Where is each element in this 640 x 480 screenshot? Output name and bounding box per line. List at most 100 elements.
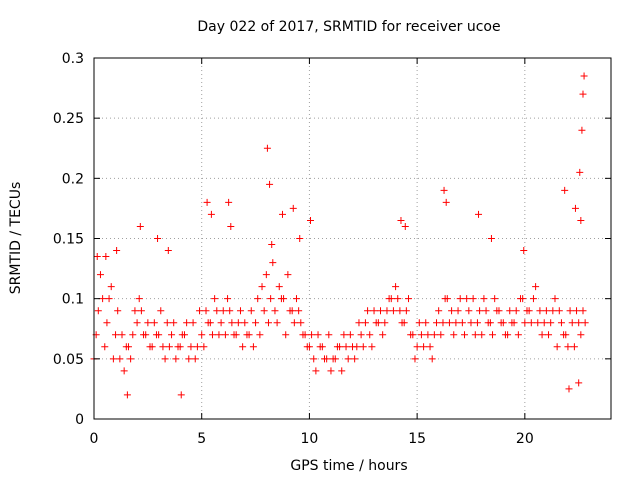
data-point: [433, 319, 441, 327]
data-point: [114, 307, 122, 315]
data-point: [191, 355, 199, 363]
data-point: [575, 379, 583, 387]
data-point: [413, 343, 421, 351]
data-point: [471, 331, 479, 339]
data-point: [123, 391, 131, 399]
data-point: [290, 319, 298, 327]
x-tick-label: 20: [516, 431, 534, 447]
plot-frame: [93, 57, 612, 420]
data-point: [284, 271, 292, 279]
data-point: [264, 319, 272, 327]
data-point: [178, 331, 186, 339]
data-point: [249, 343, 257, 351]
data-point: [99, 295, 107, 303]
data-point: [579, 307, 587, 315]
data-point: [303, 343, 311, 351]
data-point: [456, 295, 464, 303]
data-point: [133, 319, 141, 327]
data-point: [346, 331, 354, 339]
data-point: [226, 307, 234, 315]
data-point: [435, 307, 443, 315]
data-point: [491, 295, 499, 303]
data-point: [136, 222, 144, 230]
data-point: [109, 355, 117, 363]
x-tick-label: 5: [197, 431, 206, 447]
y-tick-label: 0.1: [62, 292, 84, 308]
data-point: [254, 295, 262, 303]
data-point: [263, 144, 271, 152]
data-point: [193, 343, 201, 351]
data-point: [120, 367, 128, 375]
data-point: [135, 295, 143, 303]
data-point: [314, 331, 322, 339]
data-point: [252, 319, 260, 327]
x-tick-label: 15: [408, 431, 426, 447]
data-point: [353, 343, 361, 351]
data-point: [370, 307, 378, 315]
data-point: [102, 253, 110, 261]
data-point: [581, 319, 589, 327]
data-point: [273, 319, 281, 327]
y-tick-label: 0.3: [62, 51, 84, 67]
data-point: [144, 319, 152, 327]
data-point: [385, 295, 393, 303]
data-point: [379, 331, 387, 339]
x-axis-label: GPS time / hours: [290, 458, 407, 474]
data-point: [422, 319, 430, 327]
data-point: [501, 331, 509, 339]
data-point: [489, 331, 497, 339]
data-point: [452, 319, 460, 327]
data-point: [200, 343, 208, 351]
data-point: [236, 307, 244, 315]
data-point: [553, 343, 561, 351]
data-point: [170, 319, 178, 327]
data-point: [465, 307, 473, 315]
y-tick-label: 0.15: [53, 232, 84, 248]
data-point: [441, 295, 449, 303]
data-point: [183, 319, 191, 327]
data-point: [359, 343, 367, 351]
data-point: [320, 355, 328, 363]
data-point: [312, 367, 320, 375]
grid: [94, 58, 611, 419]
data-point: [286, 307, 294, 315]
y-tick-label: 0.25: [53, 111, 84, 127]
data-point: [529, 295, 537, 303]
data-point: [165, 343, 173, 351]
data-point: [397, 216, 405, 224]
data-point: [266, 180, 274, 188]
data-point: [551, 295, 559, 303]
data-point: [540, 319, 548, 327]
data-point: [506, 307, 514, 315]
data-point: [469, 295, 477, 303]
data-point: [547, 319, 555, 327]
data-point: [467, 319, 475, 327]
data-point: [262, 271, 270, 279]
data-point: [107, 283, 115, 291]
data-point: [463, 295, 471, 303]
data-point: [172, 355, 180, 363]
data-point: [579, 90, 587, 98]
data-point: [445, 319, 453, 327]
data-point: [96, 271, 104, 279]
data-point: [292, 295, 300, 303]
data-point: [112, 331, 120, 339]
data-point: [484, 319, 492, 327]
data-point: [103, 319, 111, 327]
data-point: [454, 307, 462, 315]
data-point: [448, 307, 456, 315]
data-point: [424, 331, 432, 339]
data-point: [163, 319, 171, 327]
data-point: [344, 355, 352, 363]
data-point: [573, 307, 581, 315]
data-point: [215, 331, 223, 339]
data-point: [476, 307, 484, 315]
data-point: [306, 216, 314, 224]
data-point: [239, 343, 247, 351]
data-point: [211, 295, 219, 303]
data-point: [221, 331, 229, 339]
data-point: [94, 307, 102, 315]
data-point: [140, 331, 148, 339]
data-point: [148, 343, 156, 351]
data-point: [576, 168, 584, 176]
